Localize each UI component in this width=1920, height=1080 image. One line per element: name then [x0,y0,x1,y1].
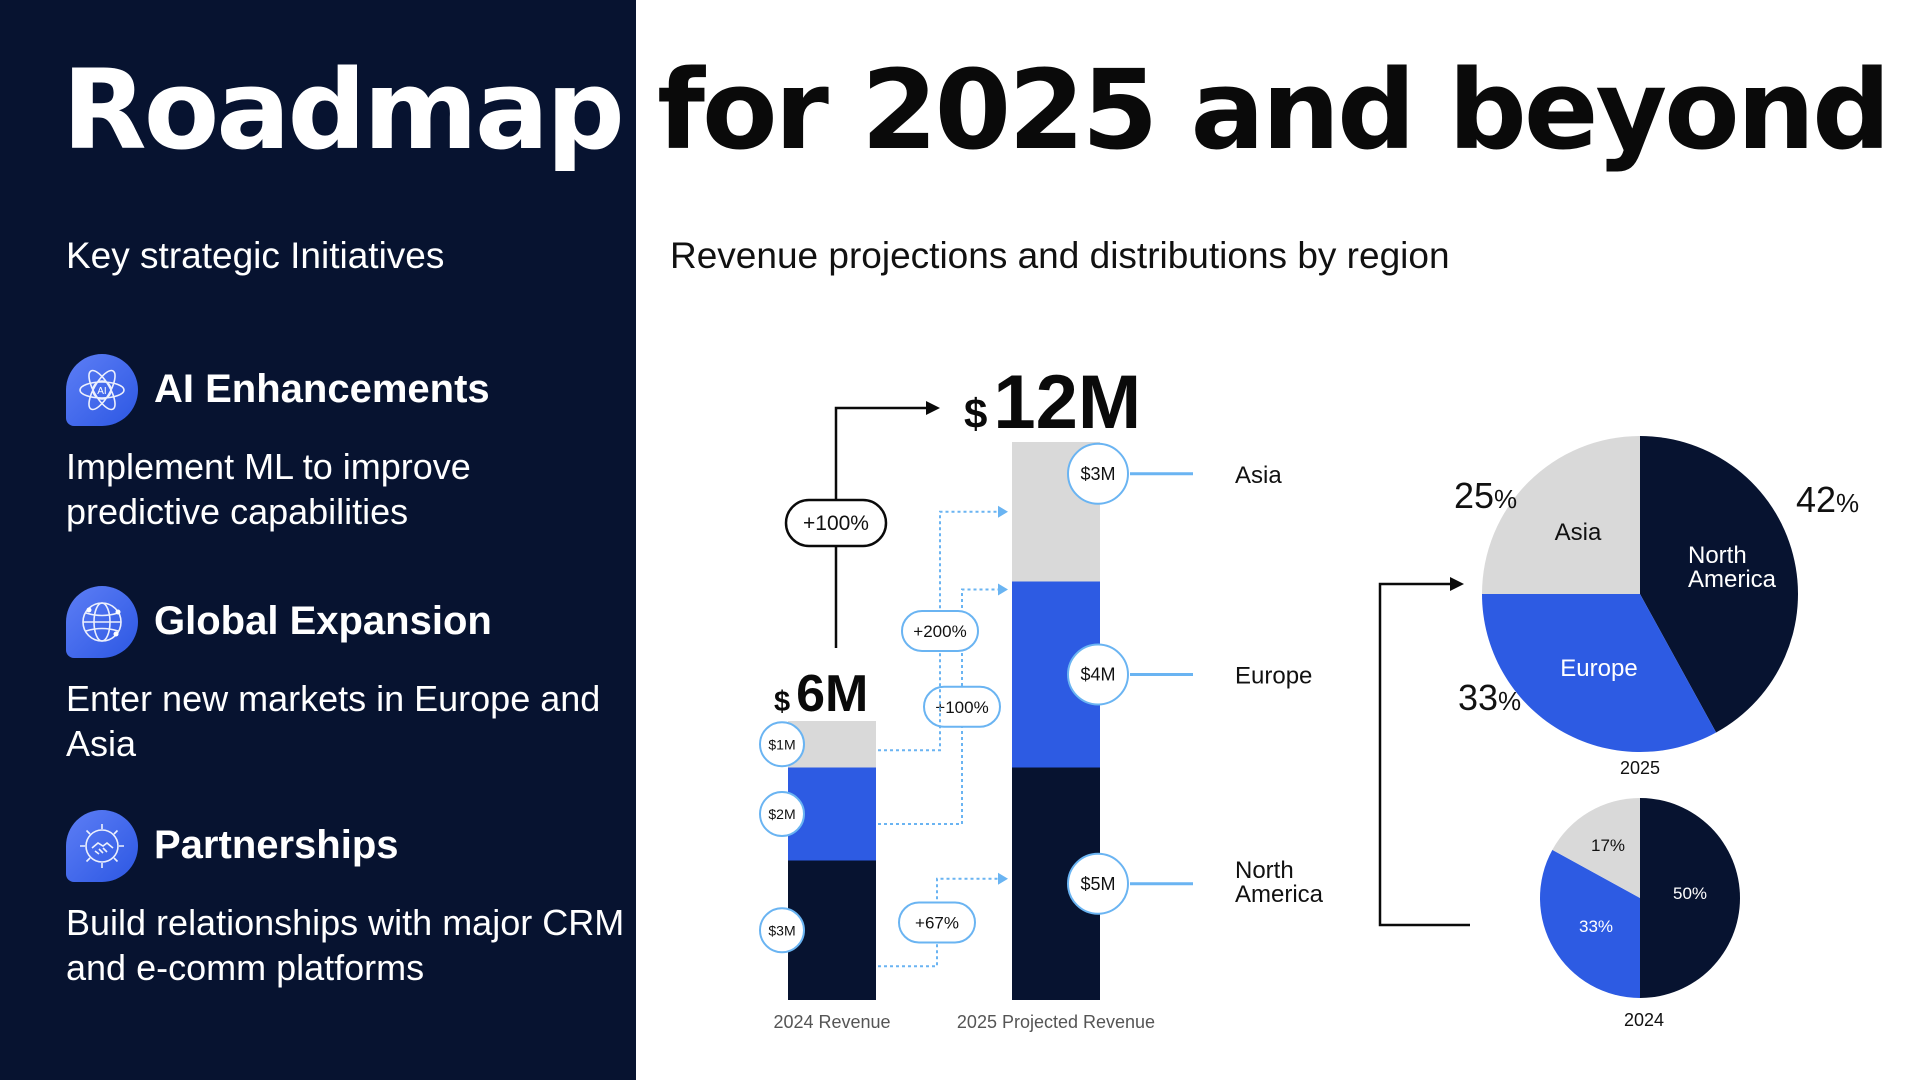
growth-pill [898,901,976,944]
title-part-white: Roadmap [62,46,625,174]
total-currency: $ [964,390,987,437]
pie-slice [1482,594,1717,752]
pie-slice [1552,798,1640,898]
pie-slice [1482,436,1640,594]
series-label: North America [1235,857,1324,908]
initiative-partnerships: Partnerships Build relationships with ma… [66,810,626,990]
value-badge [759,907,805,954]
initiative-description: Implement ML to improve predictive capab… [66,446,471,532]
arrowhead-icon [998,583,1008,596]
category-label: 2025 Projected Revenue [957,1012,1155,1032]
title-part-dark: for 2025 and beyond [657,46,1891,174]
pie-chart-2025 [1482,436,1798,752]
initiative-header: Global Expansion [66,586,626,662]
page-title: Roadmap for 2025 and beyond [62,40,1891,180]
arrowhead-icon [926,401,940,415]
value-badge [759,791,805,837]
initiative-title: Global Expansion [154,599,492,643]
growth-connector [878,588,998,825]
pie-chart-2024 [1540,798,1740,998]
total-growth-pill [784,498,888,548]
series-label: Europe [1235,663,1312,690]
initiative-title: AI Enhancements [154,367,490,411]
value-badge [1067,442,1129,505]
globe-network-icon [66,586,138,658]
growth-pill [923,685,1001,728]
series-label: Asia [1235,462,1282,489]
chart-subtitle: Revenue projections and distributions by… [670,235,1450,276]
growth-label: +67% [915,914,959,933]
value-badge [1067,643,1129,706]
value-label: $3M [768,922,795,938]
initiative-ai: AI AI Enhancements Implement ML to impro… [66,354,626,534]
value-badge [1067,852,1129,915]
ai-atom-icon: AI [66,354,138,426]
initiative-description: Enter new markets in Europe and Asia [66,678,601,764]
total-amount: 6M [796,665,868,723]
total-label: $6M [774,665,868,723]
arrowhead-icon [998,505,1008,518]
initiative-header: Partnerships [66,810,626,886]
value-label: $1M [768,736,795,752]
total-growth-label: +100% [803,512,869,535]
growth-label: +100% [935,698,988,717]
total-label: $12M [964,360,1141,445]
total-currency: $ [774,686,790,718]
value-label: $3M [1080,464,1115,484]
pie-slice [1540,849,1640,998]
initiative-header: AI AI Enhancements [66,354,626,430]
value-label: $2M [768,806,795,822]
category-label: 2024 Revenue [773,1012,890,1032]
total-amount: 12M [993,360,1141,445]
svg-text:AI: AI [97,386,106,397]
value-badge [759,721,805,768]
initiative-title: Partnerships [154,823,399,867]
pie-slice [1640,436,1798,733]
initiative-description: Build relationships with major CRM and e… [66,902,625,988]
pie-slice [1640,798,1740,998]
initiatives-subtitle: Key strategic Initiatives [66,235,445,276]
arrowhead-icon [998,872,1008,885]
value-label: $5M [1080,874,1115,894]
handshake-gear-icon [66,810,138,882]
growth-label: +200% [913,622,966,641]
growth-pill [901,610,979,652]
value-label: $4M [1080,665,1115,685]
total-growth-connector [834,406,928,648]
left-panel [0,0,636,1080]
initiative-global: Global Expansion Enter new markets in Eu… [66,586,626,766]
